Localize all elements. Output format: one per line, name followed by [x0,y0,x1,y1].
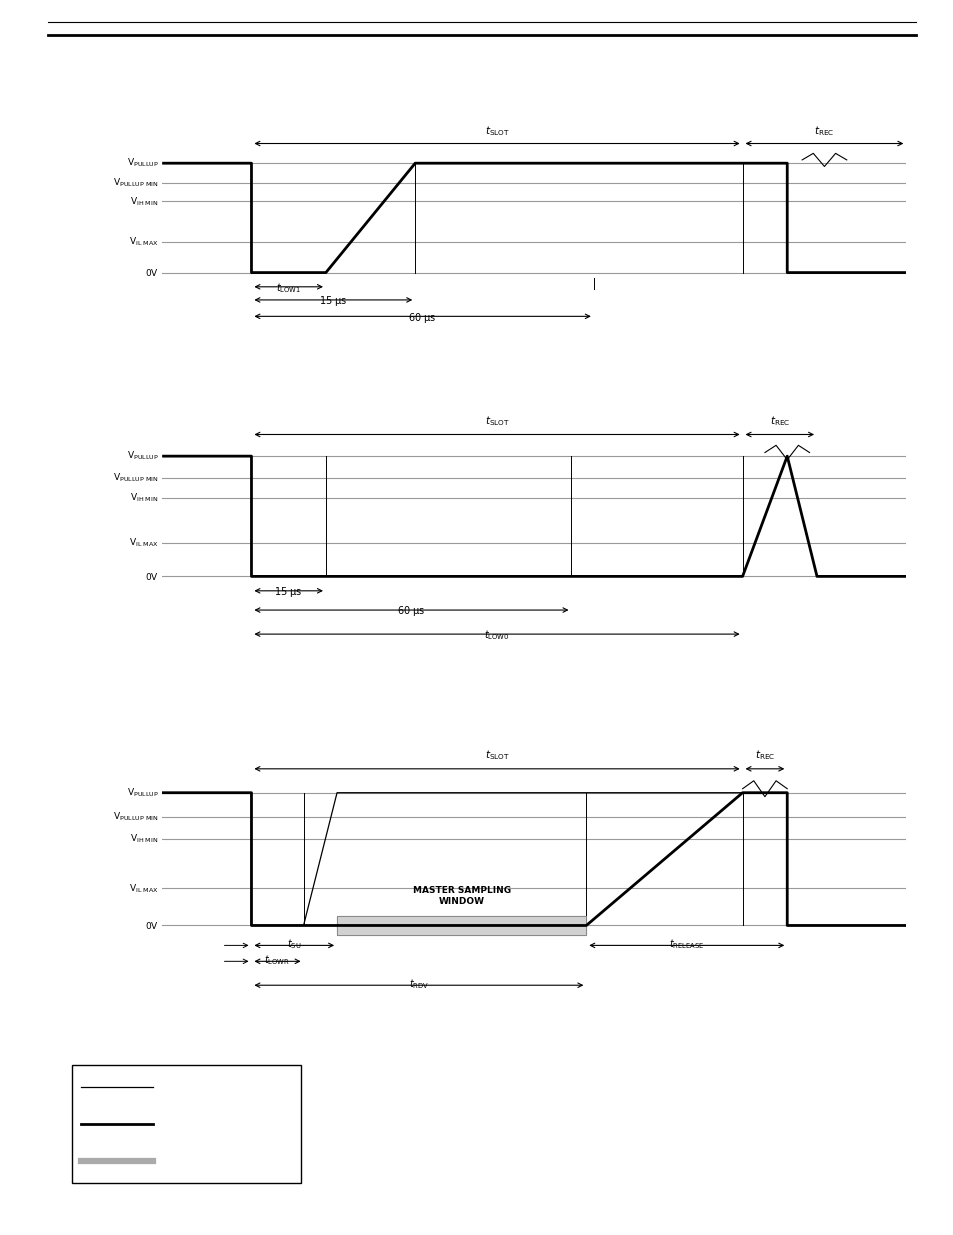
Text: $t_{\mathsf{REC}}$: $t_{\mathsf{REC}}$ [769,415,789,429]
Text: $t_{\mathsf{LOW0}}$: $t_{\mathsf{LOW0}}$ [484,629,509,642]
Text: $\mathsf{V_{IH\ MIN}}$: $\mathsf{V_{IH\ MIN}}$ [130,195,158,207]
Text: $\mathsf{V_{PULLUP}}$: $\mathsf{V_{PULLUP}}$ [127,157,158,169]
Text: $\mathsf{V_{IH\ MIN}}$: $\mathsf{V_{IH\ MIN}}$ [130,492,158,504]
Text: $\mathsf{0V}$: $\mathsf{0V}$ [145,571,158,582]
Text: $t_{\mathsf{RDV}}$: $t_{\mathsf{RDV}}$ [408,977,429,990]
Text: $t_{\mathsf{LOWR}}$: $t_{\mathsf{LOWR}}$ [264,953,291,967]
Text: $\mathsf{V_{PULLUP}}$: $\mathsf{V_{PULLUP}}$ [127,450,158,462]
Text: $\mathsf{V_{IL\ MAX}}$: $\mathsf{V_{IL\ MAX}}$ [129,882,158,894]
Text: $\mathsf{V_{PULLUP}}$: $\mathsf{V_{PULLUP}}$ [127,787,158,799]
Text: $60\ \mathsf{\mu s}$: $60\ \mathsf{\mu s}$ [396,604,425,618]
Text: $t_{\mathsf{REC}}$: $t_{\mathsf{REC}}$ [814,125,834,138]
Text: $\mathsf{V_{PULLUP\ MIN}}$: $\mathsf{V_{PULLUP\ MIN}}$ [112,177,158,189]
Polygon shape [336,916,586,935]
Text: $t_{\mathsf{REC}}$: $t_{\mathsf{REC}}$ [754,748,774,762]
Text: $t_{\mathsf{SLOT}}$: $t_{\mathsf{SLOT}}$ [484,125,509,138]
Text: $15\ \mathsf{\mu s}$: $15\ \mathsf{\mu s}$ [318,294,347,309]
Text: $\mathsf{0V}$: $\mathsf{0V}$ [145,920,158,931]
Text: $\mathsf{V_{IL\ MAX}}$: $\mathsf{V_{IL\ MAX}}$ [129,236,158,248]
Text: $t_{\mathsf{SLOT}}$: $t_{\mathsf{SLOT}}$ [484,415,509,429]
Text: $\mathsf{0V}$: $\mathsf{0V}$ [145,267,158,278]
Text: $\mathsf{V_{IL\ MAX}}$: $\mathsf{V_{IL\ MAX}}$ [129,536,158,550]
Text: $15\ \mathsf{\mu s}$: $15\ \mathsf{\mu s}$ [274,585,303,599]
Text: $60\ \mathsf{\mu s}$: $60\ \mathsf{\mu s}$ [408,311,436,325]
Text: $t_{\mathsf{LOW1}}$: $t_{\mathsf{LOW1}}$ [275,282,301,295]
Text: $\mathsf{V_{PULLUP\ MIN}}$: $\mathsf{V_{PULLUP\ MIN}}$ [112,810,158,823]
Text: $\mathsf{V_{PULLUP\ MIN}}$: $\mathsf{V_{PULLUP\ MIN}}$ [112,472,158,484]
Text: $\mathsf{V_{IH\ MIN}}$: $\mathsf{V_{IH\ MIN}}$ [130,832,158,846]
Text: $t_{\mathsf{RELEASE}}$: $t_{\mathsf{RELEASE}}$ [668,937,704,951]
Text: MASTER SAMPLING
WINDOW: MASTER SAMPLING WINDOW [413,887,510,905]
Text: $t_{\mathsf{SLOT}}$: $t_{\mathsf{SLOT}}$ [484,748,509,762]
Text: $t_{\mathsf{SU}}$: $t_{\mathsf{SU}}$ [287,937,301,951]
